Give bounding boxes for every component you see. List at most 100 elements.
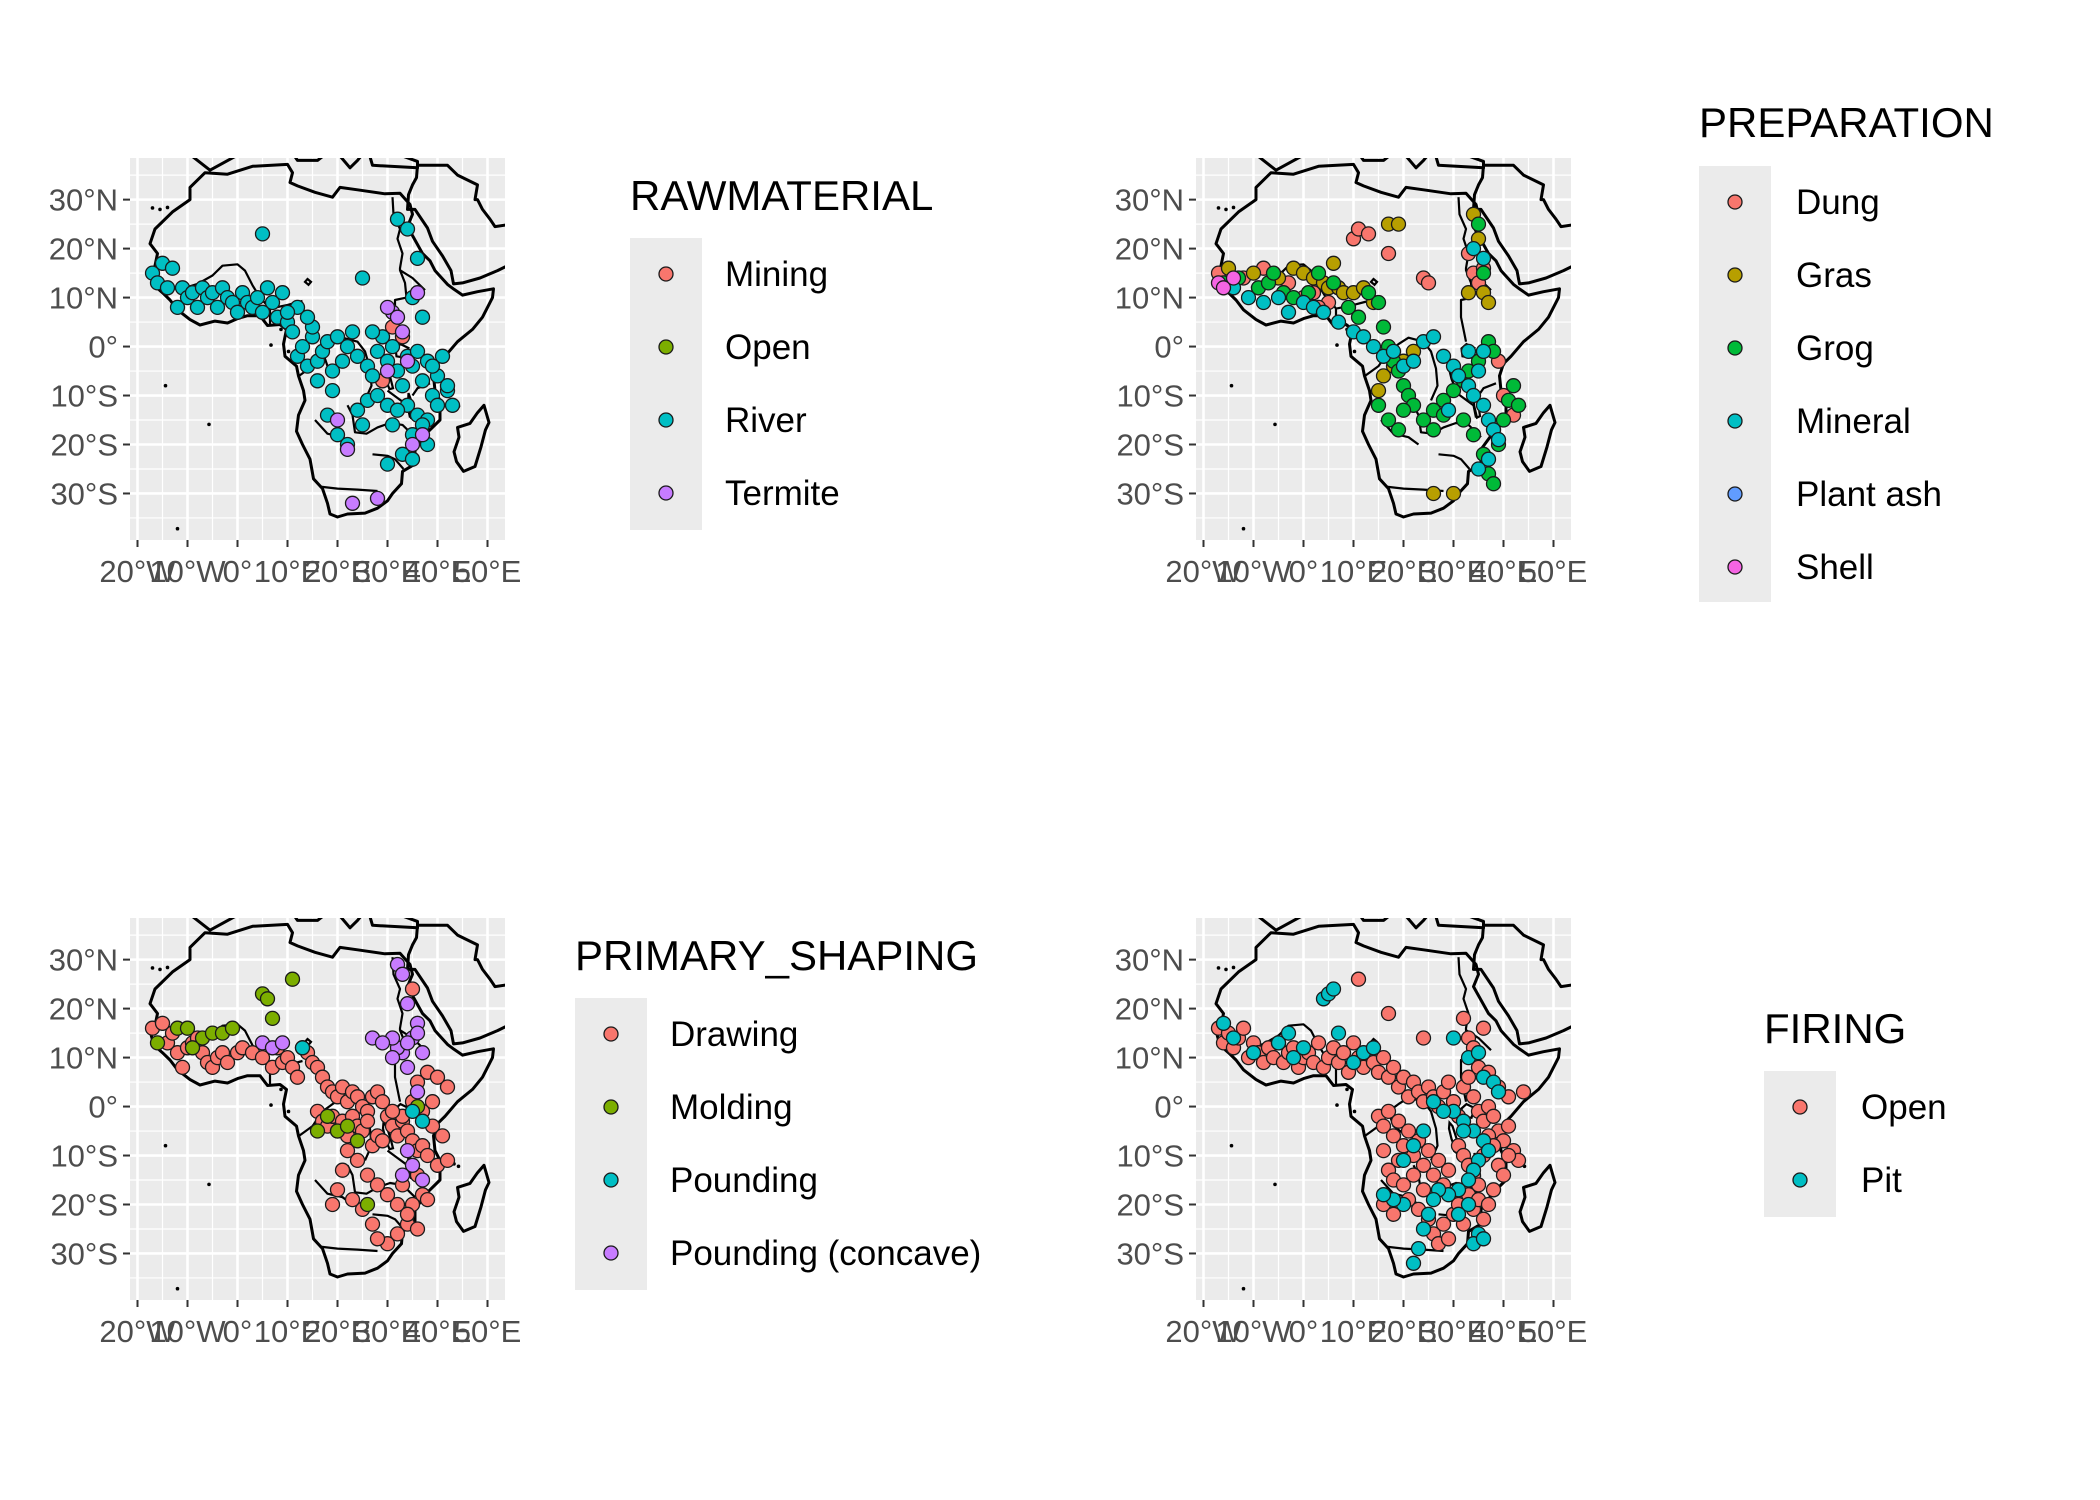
- point-pit: [1470, 1045, 1487, 1061]
- point-drawing: [329, 1182, 346, 1198]
- point-pit: [1270, 1035, 1287, 1051]
- point-grog: [1380, 412, 1397, 428]
- point-pit: [1460, 1196, 1477, 1213]
- point-open: [1375, 1142, 1392, 1159]
- map-panel-preparation: 20°W10°W0° 10°E20°E30°E40°E50°E30°N20°N10…: [1115, 158, 1588, 589]
- point-pounding: [404, 1103, 421, 1120]
- legend-title: FIRING: [1764, 1005, 1906, 1052]
- island-dot: [175, 1286, 180, 1291]
- point-open: [1335, 1045, 1352, 1061]
- island-dot: [1579, 367, 1583, 371]
- point-pounding-concave: [399, 996, 416, 1012]
- point-pit: [1415, 1221, 1432, 1237]
- point-drawing: [419, 1191, 436, 1208]
- x-tick-label: 30°E: [354, 554, 422, 589]
- point-river: [424, 358, 441, 374]
- point-drawing: [424, 1094, 441, 1110]
- point-mineral: [1280, 304, 1297, 320]
- legend-label-shell: Shell: [1796, 548, 1874, 587]
- island-dot: [1224, 967, 1228, 972]
- point-grog: [1425, 422, 1442, 438]
- x-tick-label: 50°E: [1520, 554, 1588, 589]
- madagascar-outline: [1518, 1163, 1557, 1233]
- point-molding: [349, 1133, 366, 1149]
- point-gras: [1445, 485, 1462, 502]
- point-mineral: [1385, 343, 1402, 360]
- point-gras: [1375, 368, 1392, 384]
- x-tick-label: 0°: [223, 554, 253, 589]
- point-pit: [1445, 1030, 1462, 1046]
- legend-label-open: Open: [725, 328, 811, 367]
- x-tick-label: 10°W: [149, 554, 226, 589]
- y-tick-label: 20°N: [49, 232, 118, 267]
- island-dot: [116, 266, 120, 270]
- point-river: [389, 402, 406, 418]
- legend-label-molding: Molding: [670, 1088, 793, 1127]
- point-river: [364, 324, 381, 340]
- grid-lines: [130, 158, 505, 540]
- point-river: [229, 304, 246, 320]
- island-dot: [1335, 343, 1339, 347]
- point-river: [309, 373, 326, 389]
- y-tick-label: 10°S: [1116, 379, 1184, 414]
- point-open: [1380, 1005, 1397, 1022]
- point-grog: [1510, 397, 1527, 413]
- point-mineral: [1465, 387, 1482, 404]
- point-river: [364, 368, 381, 384]
- point-grog: [1485, 476, 1502, 492]
- island-dot: [1352, 349, 1357, 354]
- island-dot: [150, 206, 155, 210]
- x-tick-label: 20°W: [99, 1314, 176, 1349]
- x-tick-label: 0°: [1289, 554, 1319, 589]
- point-open: [1465, 1089, 1482, 1105]
- europe-outline: [1405, 918, 1485, 930]
- island-dot: [1231, 965, 1236, 970]
- legend-key-dung: [1727, 194, 1743, 210]
- y-tick-label: 20°N: [49, 992, 118, 1027]
- point-mineral: [1475, 343, 1492, 360]
- point-river: [414, 309, 431, 325]
- point-drawing: [339, 1142, 356, 1159]
- y-tick-label: 10°N: [1115, 1041, 1184, 1076]
- point-gras: [1460, 285, 1477, 301]
- river-line: [319, 485, 378, 493]
- legend-label-mineral: Mineral: [1796, 402, 1911, 441]
- legend-key-termite: [658, 485, 674, 501]
- point-molding: [184, 1040, 201, 1056]
- island-dot: [207, 422, 211, 427]
- point-drawing: [359, 1167, 376, 1183]
- island-dot: [207, 1182, 211, 1187]
- point-mineral: [1355, 329, 1372, 345]
- x-tick-label: 20°W: [1165, 1314, 1242, 1349]
- point-drawing: [399, 1206, 416, 1222]
- y-tick-label: 10°S: [1116, 1139, 1184, 1174]
- point-drawing: [419, 1147, 436, 1164]
- y-tick-label: 30°N: [49, 943, 118, 978]
- point-river: [249, 289, 266, 306]
- island-dot: [1189, 270, 1193, 274]
- axis-ticks: 20°W10°W0° 10°E20°E30°E40°E50°E30°N20°N10…: [1115, 943, 1588, 1349]
- x-tick-label: 10°E: [254, 554, 322, 589]
- point-drawing: [379, 1187, 396, 1203]
- legend-label-mining: Mining: [725, 255, 828, 294]
- point-drawing: [174, 1059, 191, 1076]
- arabia-outline: [406, 163, 505, 286]
- point-pit: [1245, 1045, 1262, 1061]
- point-river: [299, 309, 316, 325]
- y-tick-label: 30°S: [1116, 1236, 1184, 1271]
- point-river: [404, 451, 421, 467]
- madagascar-outline: [452, 1163, 491, 1233]
- x-tick-label: 0°: [223, 1314, 253, 1349]
- island-dot: [1579, 1127, 1583, 1131]
- x-tick-label: 10°E: [254, 1314, 322, 1349]
- point-pit: [1330, 1025, 1347, 1041]
- x-tick-label: 40°E: [404, 554, 472, 589]
- point-open: [1500, 1147, 1517, 1164]
- legend-title: RAWMATERIAL: [630, 172, 933, 219]
- point-drawing: [219, 1054, 236, 1071]
- point-open: [1430, 1152, 1447, 1169]
- point-open: [1415, 1182, 1432, 1198]
- point-open: [1385, 1128, 1402, 1144]
- point-mineral: [1450, 368, 1467, 384]
- y-tick-label: 20°S: [50, 428, 118, 463]
